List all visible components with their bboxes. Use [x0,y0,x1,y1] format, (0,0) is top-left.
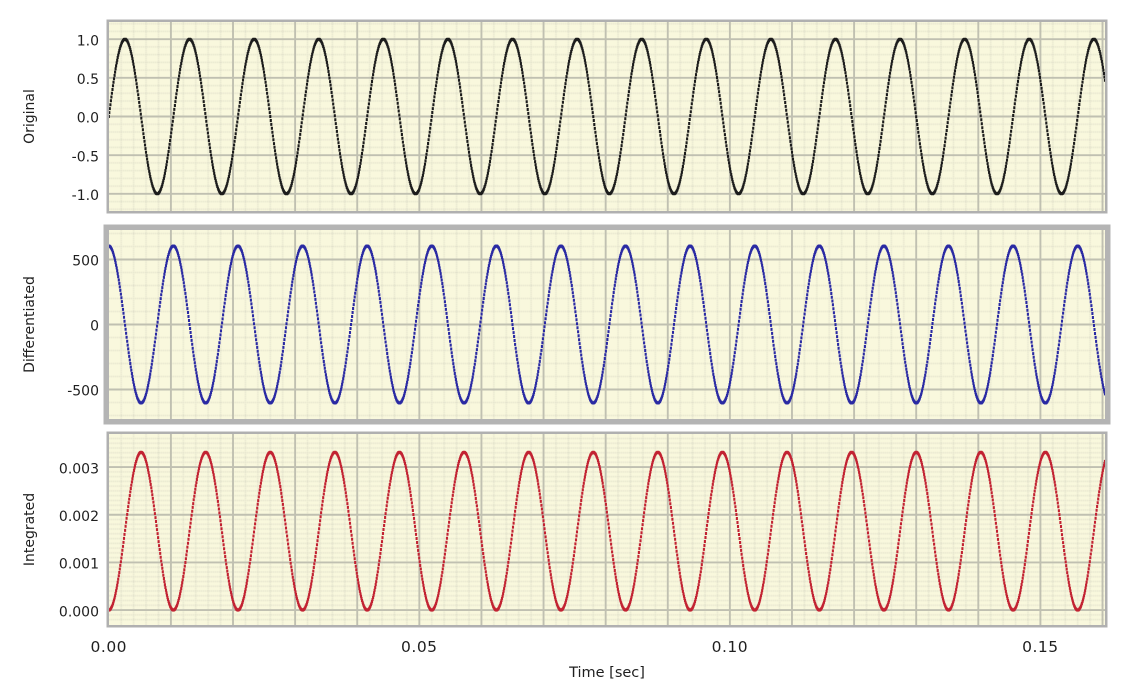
grid-minor-integrated [109,434,1105,625]
y-tick-label-integrated: 0.003 [59,461,99,477]
y-tick-label-integrated: 0.001 [59,557,99,573]
plot-panel-differentiated: 500 0 -500 [67,224,1111,425]
y-tick-label-original: -0.5 [72,149,99,165]
y-axis-title-differentiated: Differentiated [22,276,38,373]
x-tick-label: 0.00 [91,638,128,656]
plot-border-integrated [106,431,1108,628]
y-tick-label-differentiated: 500 [72,254,99,270]
plot-panel-integrated: 0.003 0.002 0.001 0.000 [59,431,1108,628]
y-tick-label-original: -1.0 [72,188,99,204]
x-tick-label: 0.15 [1022,638,1059,656]
plot-border-differentiated [103,224,1111,425]
y-tick-label-integrated: 0.002 [59,509,99,525]
y-tick-label-differentiated: 0 [90,319,99,335]
y-axis-title-original: Original [22,89,38,144]
x-axis-tick-labels: 0.00 0.05 0.10 0.15 [91,638,1059,656]
plot-panels: 1.0 0.5 0.0 -0.5 -1.0 500 0 -500 0.003 0.002 0.001… [59,19,1111,628]
y-tick-label-original: 0.5 [77,72,99,88]
plot-panel-original: 1.0 0.5 0.0 -0.5 -1.0 [72,19,1108,214]
y-tick-label-original: 0.0 [77,111,99,127]
x-tick-label: 0.05 [401,638,438,656]
plot-border-original [106,19,1108,214]
y-tick-label-integrated: 0.000 [59,604,99,620]
y-tick-label-differentiated: -500 [67,384,99,400]
x-axis-title: Time [sec] [568,665,645,681]
y-tick-label-original: 1.0 [77,33,99,49]
grid-major-differentiated [109,230,1105,419]
y-axis-title-integrated: Integrated [22,493,38,566]
x-tick-label: 0.10 [712,638,749,656]
